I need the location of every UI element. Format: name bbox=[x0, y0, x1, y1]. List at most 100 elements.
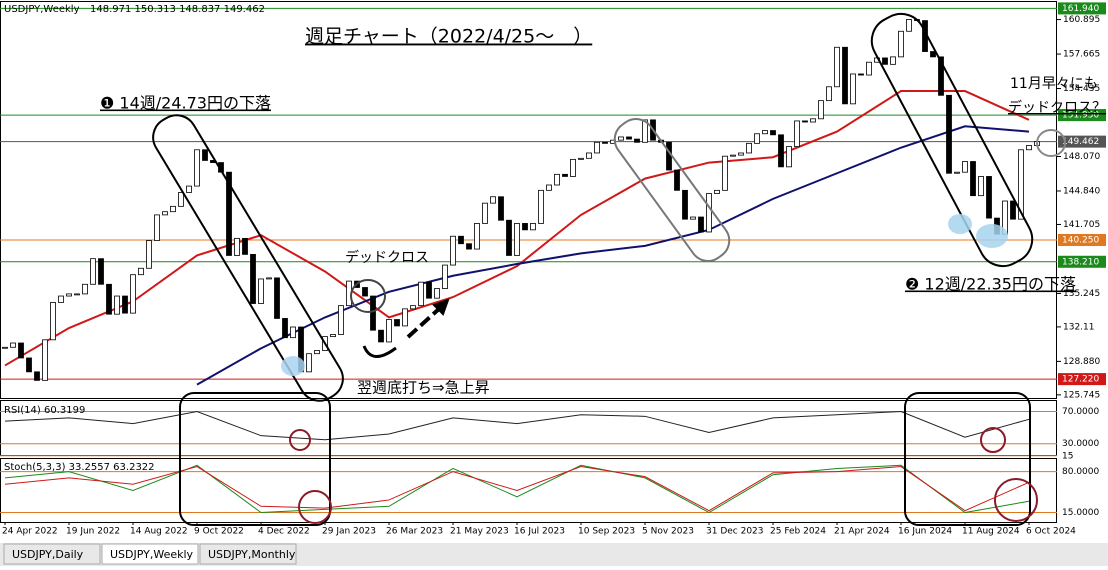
candle bbox=[290, 326, 296, 339]
candle bbox=[42, 339, 48, 381]
candle bbox=[498, 196, 504, 221]
candle bbox=[562, 173, 568, 177]
candle bbox=[850, 73, 856, 105]
tab[interactable] bbox=[101, 543, 199, 565]
y-tick-label: 160.895 bbox=[1063, 15, 1100, 25]
candle bbox=[762, 130, 768, 135]
stoch-title: Stoch(5,3,3) 33.2557 63.2322 bbox=[4, 462, 155, 473]
candle bbox=[866, 61, 872, 76]
candle bbox=[826, 86, 832, 102]
annotation: 週足チャート（2022/4/25〜 ） bbox=[305, 26, 592, 48]
drop-box-1 bbox=[152, 114, 344, 402]
tab-label[interactable]: USDJPY,Monthly bbox=[208, 548, 296, 561]
candle bbox=[466, 243, 472, 250]
level-label: 140.250 bbox=[1062, 235, 1099, 245]
candle bbox=[138, 267, 144, 276]
candle bbox=[450, 235, 456, 266]
bottom-marks bbox=[281, 214, 1008, 376]
candle bbox=[978, 176, 984, 197]
candle bbox=[66, 293, 72, 297]
candle bbox=[34, 371, 40, 381]
candle bbox=[98, 258, 104, 285]
y-tick-label: 144.840 bbox=[1063, 186, 1100, 196]
annotation: ❷ 12週/22.35円の下落 bbox=[905, 275, 1076, 294]
level-tag bbox=[1058, 255, 1106, 268]
candle bbox=[226, 171, 232, 256]
candle bbox=[570, 158, 576, 177]
candle bbox=[442, 264, 448, 289]
candle bbox=[474, 223, 480, 250]
level-label: 138.210 bbox=[1062, 257, 1099, 267]
y-tick-label: 154.435 bbox=[1063, 84, 1100, 94]
candle bbox=[386, 319, 392, 343]
candle bbox=[802, 120, 808, 123]
candle bbox=[202, 149, 208, 161]
tab-label[interactable]: USDJPY,Weekly bbox=[110, 548, 194, 561]
candle bbox=[530, 223, 536, 231]
candle bbox=[410, 305, 416, 310]
candle bbox=[666, 141, 672, 171]
x-tick-label: 14 Aug 2022 bbox=[130, 527, 188, 537]
candle bbox=[634, 138, 640, 143]
candle bbox=[82, 283, 88, 295]
candle bbox=[274, 277, 280, 319]
candle bbox=[906, 19, 912, 32]
candle bbox=[306, 353, 312, 373]
up-arrow bbox=[406, 306, 442, 339]
oscillator-line bbox=[4, 464, 1030, 514]
tab-label[interactable]: USDJPY,Daily bbox=[12, 548, 84, 561]
x-tick-label: 9 Oct 2022 bbox=[194, 527, 244, 537]
x-tick-label: 29 Jan 2023 bbox=[322, 527, 376, 537]
candle bbox=[986, 176, 992, 219]
candle bbox=[506, 219, 512, 256]
level-tag bbox=[1058, 2, 1106, 15]
candle bbox=[146, 240, 152, 269]
moving-average bbox=[196, 125, 1030, 386]
candle bbox=[746, 142, 752, 154]
candle bbox=[170, 205, 176, 213]
candle bbox=[1026, 145, 1032, 151]
candle bbox=[594, 141, 600, 154]
chart-title: USDJPY,Weekly bbox=[4, 4, 80, 15]
y-tick-label: 141.705 bbox=[1063, 220, 1100, 230]
candle bbox=[106, 283, 112, 315]
x-tick-label: 24 Apr 2022 bbox=[2, 527, 58, 537]
candle bbox=[154, 214, 160, 241]
level-label: 149.462 bbox=[1062, 137, 1099, 147]
x-tick-label: 25 Feb 2024 bbox=[770, 527, 826, 537]
y-tick-label: 132.11 bbox=[1063, 322, 1095, 332]
candle bbox=[810, 118, 816, 123]
candle bbox=[722, 155, 728, 191]
candle bbox=[602, 141, 608, 144]
candle bbox=[194, 149, 200, 187]
candle bbox=[258, 278, 264, 304]
candle bbox=[122, 295, 128, 314]
y-tick-label: 148.070 bbox=[1063, 152, 1100, 162]
candle bbox=[314, 350, 320, 355]
drop-box-2 bbox=[870, 12, 1034, 268]
candle bbox=[714, 189, 720, 194]
candle bbox=[178, 192, 184, 207]
candle bbox=[858, 73, 864, 76]
candle bbox=[554, 173, 560, 186]
annotation: 翌週底打ち⇒急上昇 bbox=[357, 379, 490, 397]
candle bbox=[930, 51, 936, 58]
candle bbox=[394, 319, 400, 327]
x-tick-label: 11 Aug 2024 bbox=[962, 527, 1020, 537]
candle bbox=[794, 120, 800, 147]
candle bbox=[26, 357, 32, 373]
tab[interactable] bbox=[199, 543, 297, 565]
candle bbox=[962, 161, 968, 173]
tab[interactable] bbox=[3, 543, 101, 565]
candle bbox=[946, 94, 952, 174]
candle bbox=[1018, 149, 1024, 220]
x-tick-label: 19 Jun 2022 bbox=[66, 527, 120, 537]
x-tick-label: 31 Dec 2023 bbox=[706, 527, 764, 537]
candle bbox=[402, 308, 408, 327]
x-tick-label: 21 Apr 2024 bbox=[834, 527, 890, 537]
candle bbox=[50, 302, 56, 341]
candle bbox=[490, 196, 496, 204]
stoch-frame bbox=[0, 458, 1057, 523]
x-tick-label: 4 Dec 2022 bbox=[258, 527, 310, 537]
